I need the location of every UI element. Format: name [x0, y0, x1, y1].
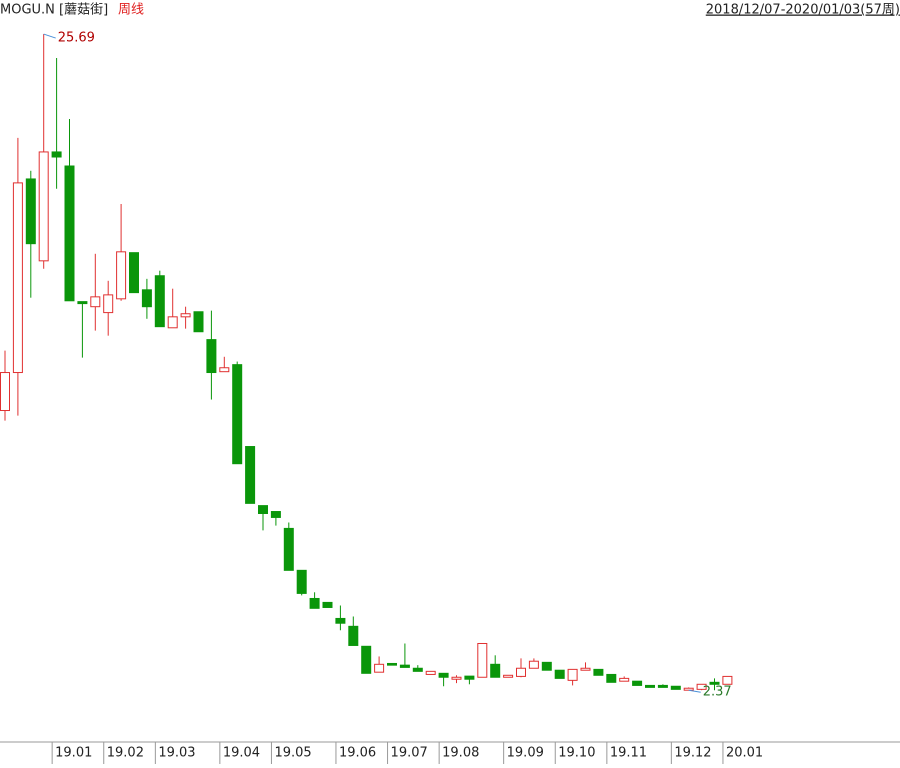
annotation-label: 2.37: [703, 685, 732, 700]
candle-body: [516, 667, 526, 677]
candle-body: [322, 601, 333, 608]
candle-body: [593, 668, 604, 676]
candle-body: [696, 683, 707, 690]
candle-body: [206, 339, 217, 374]
x-tick-label: 19.03: [158, 746, 195, 761]
x-tick-label: 19.11: [610, 746, 647, 761]
x-tick-label: 19.01: [55, 746, 92, 761]
candle-body: [116, 251, 127, 300]
candle-body: [451, 676, 462, 680]
candle-body: [541, 661, 552, 671]
candle-body: [38, 151, 49, 262]
candle-body: [645, 684, 655, 688]
candle-body: [412, 667, 423, 672]
candle-body: [77, 301, 88, 305]
candle-body: [580, 667, 591, 671]
candle-body: [503, 674, 514, 678]
candle-body: [245, 446, 256, 504]
candle-body: [657, 684, 668, 688]
candle-body: [399, 664, 410, 668]
candle-body: [167, 316, 178, 329]
chart-title: MOGU.N [蘑菇街]: [0, 3, 108, 18]
candle-body: [103, 294, 114, 314]
candle-body: [464, 675, 475, 680]
candle-body: [51, 151, 62, 158]
candle-body: [374, 663, 385, 673]
annotation-arrow: [688, 689, 701, 693]
candle-body: [670, 685, 681, 690]
candle-body: [12, 182, 23, 374]
candle-body: [619, 677, 630, 682]
x-tick-label: 19.06: [339, 746, 376, 761]
x-tick-label: 19.07: [391, 746, 428, 761]
candle-body: [232, 364, 243, 465]
candle-body: [0, 372, 10, 412]
candle-body: [348, 625, 359, 646]
candle-body: [154, 275, 165, 328]
x-tick-label: 19.05: [274, 746, 311, 761]
candle-body: [567, 668, 578, 681]
candle-body: [606, 673, 617, 683]
candle-body: [180, 313, 191, 318]
candle-body: [90, 296, 101, 308]
candle-body: [64, 165, 75, 302]
candle-body: [129, 252, 139, 294]
chart-subtitle: 周线: [118, 3, 144, 18]
annotation-arrow: [43, 33, 56, 39]
candle-body: [283, 527, 294, 571]
candle-body: [219, 367, 230, 373]
candle-body: [193, 311, 204, 333]
candle-body: [477, 642, 488, 678]
x-tick-label: 19.09: [507, 746, 544, 761]
x-tick-label: 19.08: [442, 746, 479, 761]
x-tick-label: 19.10: [558, 746, 595, 761]
x-tick-label: 19.04: [223, 746, 260, 761]
candle-body: [309, 597, 320, 609]
candle-body: [709, 681, 720, 685]
candle-body: [387, 662, 397, 666]
candle-body: [141, 289, 152, 308]
candle-body: [270, 511, 281, 518]
candle-body: [632, 680, 643, 686]
candle-body: [490, 663, 501, 678]
candle-body: [25, 178, 36, 245]
annotation-label: 25.69: [58, 31, 95, 46]
x-tick-label: 19.02: [107, 746, 144, 761]
candle-body: [683, 687, 694, 691]
candle-body: [335, 617, 346, 624]
candle-body: [554, 669, 565, 679]
candle-body: [258, 505, 268, 514]
candle-body: [296, 569, 307, 594]
candle-body: [425, 670, 436, 675]
x-tick-label: 19.12: [674, 746, 711, 761]
x-tick-label: 20.01: [726, 746, 763, 761]
candle-body: [438, 672, 449, 678]
candle-body: [528, 660, 539, 669]
candle-body: [722, 675, 733, 685]
date-range: 2018/12/07-2020/01/03(57周): [706, 3, 900, 18]
candle-body: [361, 645, 372, 674]
